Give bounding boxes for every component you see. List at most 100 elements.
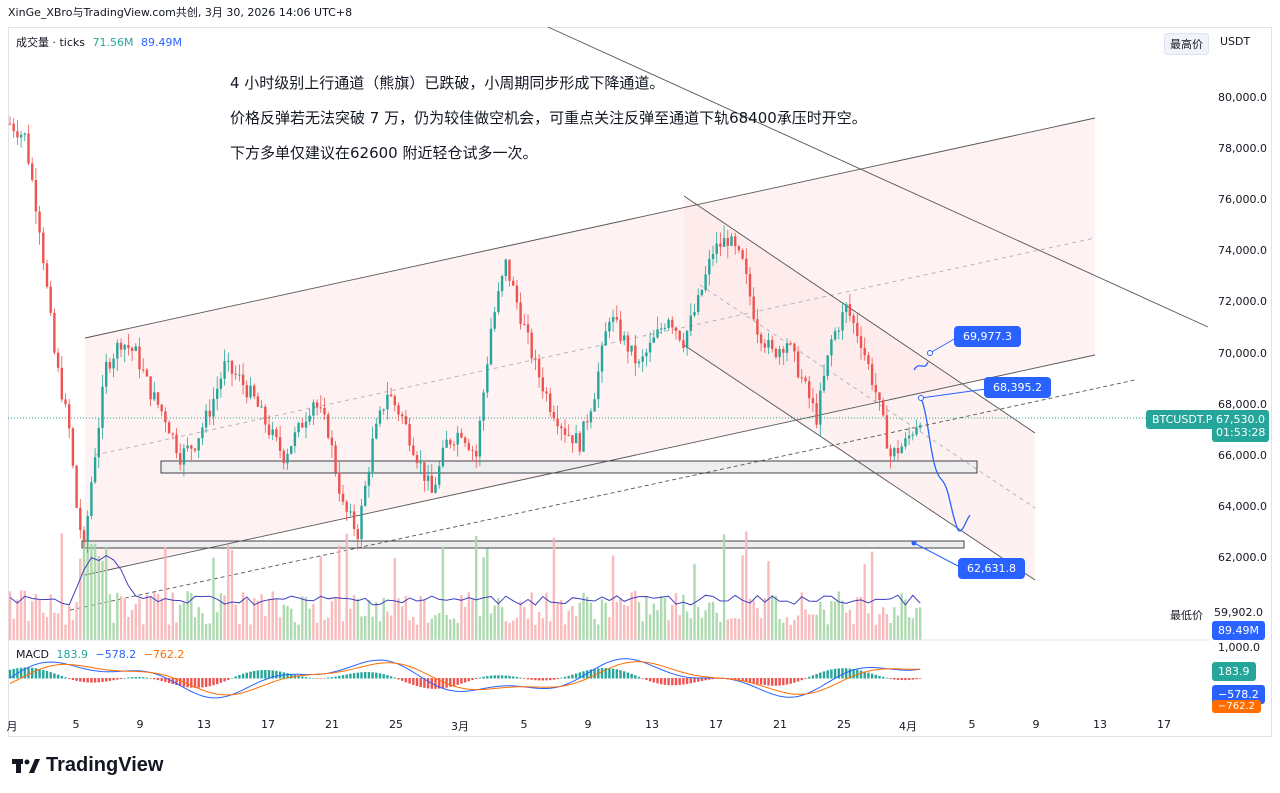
macd-histogram-bar — [608, 668, 611, 679]
macd-histogram-bar — [241, 673, 245, 679]
candle-body — [382, 409, 385, 411]
candle-body — [641, 356, 644, 362]
macd-histogram-bar — [334, 676, 337, 679]
candle-body — [841, 312, 844, 331]
volume-bar — [315, 622, 319, 640]
volume-bar — [449, 619, 452, 640]
macd-histogram-bar — [530, 678, 533, 680]
macd-histogram-bar — [86, 678, 89, 683]
candle-body — [275, 429, 278, 438]
macd-histogram-bar — [556, 678, 559, 680]
candle-body — [101, 386, 104, 428]
candle-body — [68, 404, 71, 429]
volume-bar — [356, 598, 359, 640]
macd-histogram-bar — [352, 673, 356, 679]
candle-body — [471, 449, 474, 451]
volume-bar — [704, 610, 707, 640]
time-tick: 3月 — [451, 720, 469, 733]
volume-tag: 89.49M — [1212, 621, 1265, 640]
candle-body — [526, 324, 530, 333]
macd-histogram-bar — [874, 674, 877, 679]
macd-histogram-bar — [482, 676, 485, 679]
candle-body — [356, 528, 359, 540]
candle-body — [360, 505, 363, 540]
macd-histogram-bar — [771, 678, 774, 686]
macd-histogram-bar — [641, 678, 644, 679]
candle-body — [804, 377, 807, 382]
scale-buttons: 最高价 USDT — [1164, 33, 1255, 55]
volume-bar — [249, 624, 252, 640]
macd-legend[interactable]: MACD 183.9 −578.2 −762.2 — [16, 648, 184, 661]
falling-channel-mid — [699, 284, 1036, 509]
macd-histogram-bar — [230, 677, 234, 679]
volume-bar — [648, 614, 652, 640]
price-tick: 64,000.0 — [1218, 499, 1267, 513]
candle-body — [108, 361, 112, 369]
candle-body — [552, 411, 556, 419]
macd-histogram-bar — [800, 678, 803, 681]
volume-bar — [815, 614, 818, 640]
candle-body — [767, 339, 770, 348]
macd-histogram-bar — [900, 678, 903, 681]
macd-histogram-bar — [382, 674, 385, 679]
volume-bar — [286, 605, 289, 640]
volume-bar — [467, 592, 470, 640]
volume-legend[interactable]: 成交量 · ticks 71.56M 89.49M — [16, 34, 182, 50]
macd-histogram-bar — [463, 678, 467, 683]
macd-hist-value: 183.9 — [56, 648, 88, 661]
candle-body — [504, 259, 507, 277]
tradingview-logo[interactable]: TradingView — [12, 754, 163, 777]
macd-histogram-bar — [663, 678, 667, 685]
volume-bar — [589, 602, 593, 640]
macd-histogram-bar — [512, 676, 515, 679]
macd-histogram-bar — [212, 678, 215, 686]
candle-body — [774, 348, 778, 358]
candle-body — [608, 321, 611, 332]
volume-bar — [767, 561, 770, 640]
macd-histogram-bar — [219, 678, 223, 683]
volume-bar — [105, 547, 108, 640]
price-tick: 78,000.0 — [1218, 142, 1267, 156]
candle-body — [478, 420, 482, 457]
macd-histogram-bar — [708, 678, 711, 680]
candle-body — [160, 404, 163, 412]
candle-body — [175, 434, 178, 454]
volume-bar — [16, 599, 19, 640]
macd-histogram-bar — [323, 677, 326, 679]
macd-histogram-bar — [833, 668, 837, 679]
candle-body — [404, 416, 408, 425]
candle-body — [752, 296, 755, 320]
time-tick: 13 — [1093, 718, 1107, 731]
volume-bar — [201, 613, 204, 640]
macd-histogram-bar — [260, 670, 263, 679]
volume-bar — [112, 622, 115, 640]
volume-bar — [556, 603, 559, 640]
macd-histogram-bar — [378, 673, 382, 679]
volume-bar — [567, 610, 570, 640]
candle-body — [319, 407, 322, 409]
symbol-tag: BTCUSDT.P — [1146, 410, 1219, 429]
candle-body — [245, 385, 248, 398]
candle-body — [45, 263, 49, 287]
macd-histogram-bar — [789, 678, 792, 684]
time-tick: 9 — [584, 718, 592, 731]
volume-bar — [227, 544, 230, 640]
candle-body — [171, 433, 174, 435]
macd-histogram-bar — [434, 678, 437, 689]
candle-body — [689, 315, 692, 332]
candle-body — [312, 402, 315, 416]
candle-body — [722, 238, 726, 247]
volume-bar — [42, 612, 45, 640]
candle-body — [426, 475, 430, 481]
candle-body — [330, 437, 334, 446]
candle-body — [127, 345, 130, 348]
macd-histogram-bar — [537, 678, 541, 681]
candle-body — [771, 339, 774, 349]
candle-body — [856, 322, 859, 337]
volume-bar — [197, 607, 200, 640]
scale-button-high[interactable]: 最高价 — [1164, 33, 1209, 55]
scale-button-currency[interactable]: USDT — [1220, 35, 1251, 48]
macd-histogram-bar — [415, 678, 419, 687]
price-tick: 80,000.0 — [1218, 91, 1267, 104]
